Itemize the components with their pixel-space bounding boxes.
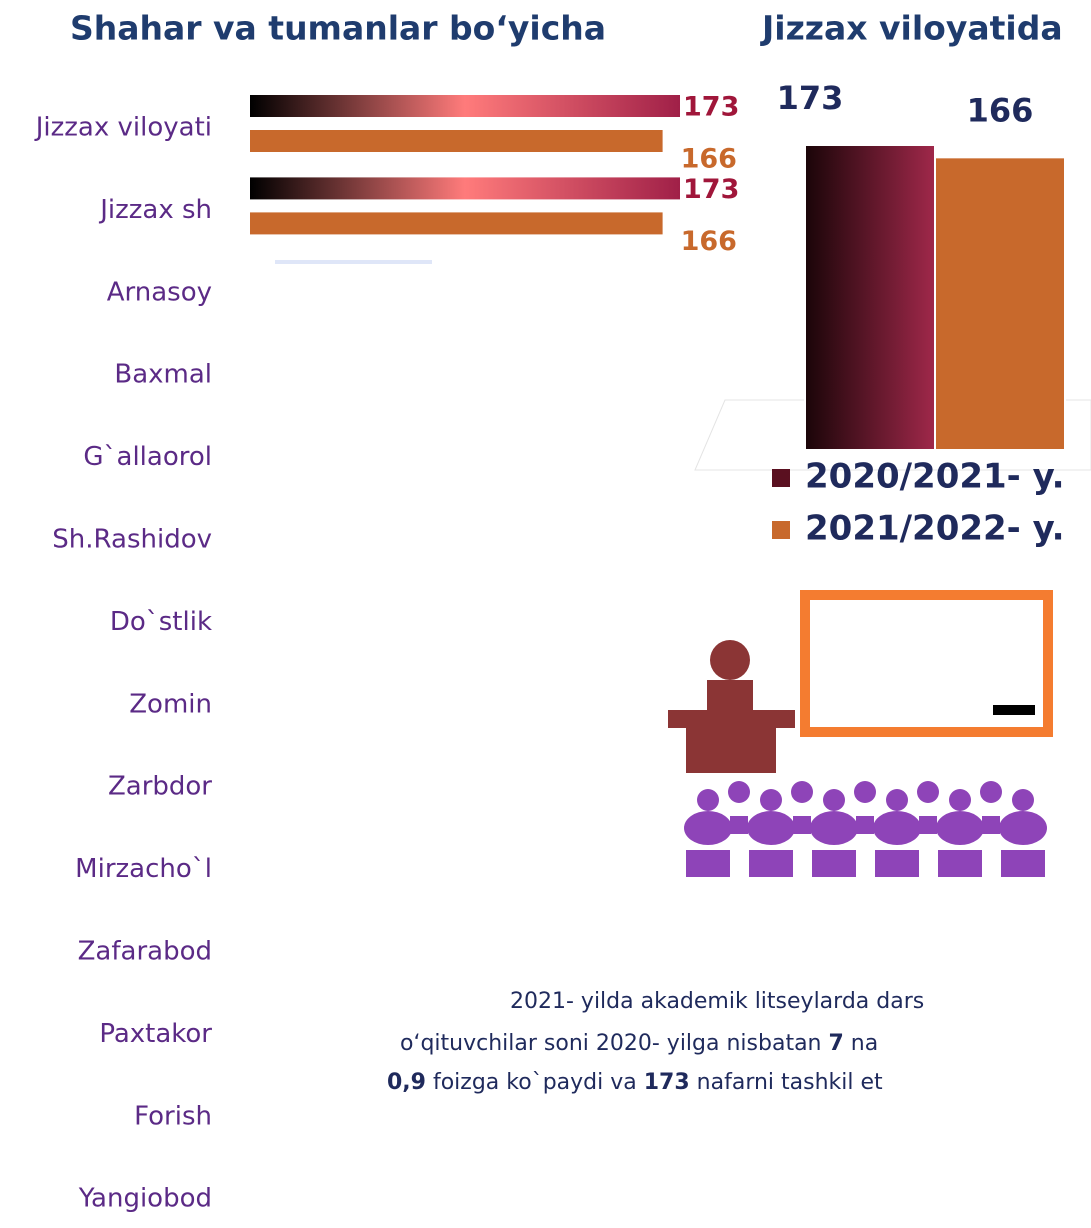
legend-label: 2020/2021- y. [805,457,1065,497]
note-line: o‘qituvchilar soni 2020- yilga nisbatan … [400,1031,878,1056]
bar [250,212,663,234]
note: 2021- yilda akademik litseylarda dars o‘q… [387,989,924,1095]
category-label: Paxtakor [99,1019,212,1049]
kid-mid [982,816,1000,834]
kid-seat [812,850,856,877]
note-line: 2021- yilda akademik litseylarda dars [510,989,924,1014]
note-run: o‘qituvchilar soni 2020- yilga nisbatan [400,1031,828,1056]
left-title: Shahar va tumanlar bo‘yicha [70,9,606,48]
kid-head [949,789,971,811]
bar [250,130,663,152]
note-run: 7 [828,1031,843,1056]
category-label: G`allaorol [83,442,212,472]
legend-label: 2021/2022- y. [805,509,1065,549]
value-label: 173 [777,79,844,117]
kid-mid [919,816,937,834]
note-line: 0,9 foizga ko`paydi va 173 nafarni tashk… [387,1070,883,1095]
category-label: Arnasoy [107,277,212,307]
kid-head [854,781,876,803]
category-label: Jizzax viloyati [34,113,212,143]
value-label: 166 [681,144,737,175]
kid-body [999,811,1047,845]
kid-body [873,811,921,845]
note-run: 2021- yilda akademik litseylarda dars [510,989,924,1014]
kid-mid [793,816,811,834]
note-run: foizga ko`paydi va [426,1070,644,1095]
kid-head [917,781,939,803]
kid-head [791,781,813,803]
kid-body [747,811,795,845]
bar [250,95,680,117]
category-label: Do`stlik [110,607,212,637]
category-label: Jizzax sh [98,195,212,225]
value-label: 173 [683,92,739,123]
legend-marker [772,521,790,539]
kid-seat [938,850,982,877]
bar [805,145,935,450]
category-label: Zarbdor [108,772,212,802]
category-label: Zomin [129,689,212,719]
category-label: Mirzacho`l [75,854,212,884]
kid-head [697,789,719,811]
kid-seat [686,850,730,877]
kid-mid [856,816,874,834]
category-label: Yangiobod [78,1184,212,1214]
kid-head [886,789,908,811]
bar [935,157,1065,450]
note-run: nafarni tashkil et [690,1070,883,1095]
category-label: Forish [134,1101,212,1131]
kid-seat [1001,850,1045,877]
kid-body [810,811,858,845]
bar [250,177,680,199]
note-run: na [844,1031,878,1056]
kid-body [936,811,984,845]
right-title: Jizzax viloyatida [760,9,1063,48]
kid-head [980,781,1002,803]
kid-body [684,811,732,845]
kid-head [1012,789,1034,811]
category-label: Baxmal [114,360,212,390]
kid-head [823,789,845,811]
kid-seat [875,850,919,877]
value-label: 166 [681,226,737,257]
kid-mid [730,816,748,834]
classroom-icon [668,595,1048,877]
kid-head [728,781,750,803]
kid-head [760,789,782,811]
legend-marker [772,469,790,487]
kid-seat [749,850,793,877]
value-label: 166 [967,91,1034,129]
category-label: Zafarabod [78,937,212,967]
note-run: 173 [644,1070,690,1095]
category-label: Sh.Rashidov [52,525,212,555]
page: Shahar va tumanlar bo‘yicha Jizzax viloy… [0,0,1091,1228]
value-label: 173 [683,174,739,205]
note-run: 0,9 [387,1070,426,1095]
